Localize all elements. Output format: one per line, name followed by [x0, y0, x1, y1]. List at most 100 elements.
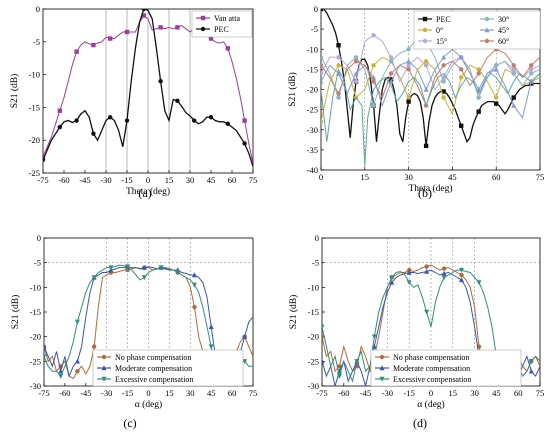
legend-marker	[422, 27, 428, 33]
data-point	[406, 67, 411, 72]
legend-entry: 60°	[498, 37, 509, 46]
data-point	[336, 91, 341, 96]
data-point	[529, 71, 534, 76]
data-point	[158, 78, 163, 84]
data-point	[494, 101, 499, 106]
data-point	[389, 275, 395, 281]
panel-a: -75 -60 -45 -30 -15 0 15 30 45 60 75 0 -5 -10 -15 -20 -2…	[9, 4, 257, 200]
data-point	[371, 32, 376, 38]
x-axis-label: Theta (deg)	[408, 183, 452, 194]
data-point	[406, 280, 412, 286]
x-tick-label: 45	[207, 175, 216, 185]
data-point	[321, 55, 324, 60]
y-tick-label: -30	[307, 125, 318, 135]
data-point	[424, 268, 430, 274]
x-tick-label: 15	[361, 172, 370, 182]
legend-box	[191, 10, 253, 38]
data-point	[108, 115, 113, 120]
data-point	[44, 343, 47, 349]
data-point	[192, 304, 197, 310]
data-point	[424, 264, 429, 269]
series-line	[43, 9, 253, 167]
legend: No phase compensation Moderate compensati…	[92, 349, 244, 387]
legend-entry: 15°	[436, 37, 447, 46]
data-point	[141, 264, 147, 270]
y-tick-label: -20	[307, 85, 318, 95]
y-tick-label: -25	[308, 356, 319, 366]
data-point	[192, 118, 197, 123]
data-point	[336, 95, 341, 100]
x-axis-label: Theta (deg)	[126, 186, 170, 197]
legend-box	[92, 349, 244, 387]
data-point	[108, 36, 113, 41]
x-tick-label: -45	[79, 175, 90, 185]
x-tick-label: 75	[536, 388, 545, 398]
y-tick-label: -20	[308, 332, 319, 342]
data-point	[423, 59, 429, 64]
x-tick-label: 30	[404, 172, 413, 182]
y-tick-label: -35	[307, 145, 318, 155]
data-point	[511, 67, 516, 72]
x-tick-label: 75	[536, 172, 545, 182]
data-point	[208, 344, 214, 350]
y-axis-label: S21 (dB)	[287, 72, 298, 107]
data-point	[371, 103, 376, 108]
y-tick-label: -25	[307, 105, 318, 115]
x-tick-label: -75	[316, 388, 327, 398]
legend: No phase compensation Moderate compensati…	[370, 349, 522, 387]
x-tick-label: 0	[429, 388, 433, 398]
data-point	[336, 63, 341, 68]
panel-d: -75 -60 -45 -30 -15 0 15 30 45 60 75 0 -5 -10 -15 -20 -2…	[288, 233, 544, 430]
panel-label: (c)	[123, 416, 136, 430]
legend-entry: Moderate compensation	[115, 364, 192, 373]
y-tick-label: 0	[37, 233, 41, 243]
series-line	[321, 67, 540, 167]
data-point	[511, 63, 516, 68]
x-tick-label: 60	[228, 388, 237, 398]
data-point	[371, 63, 376, 68]
legend-entry: No phase compensation	[393, 353, 469, 362]
x-tick-label: 30	[470, 388, 479, 398]
data-point	[125, 267, 130, 273]
legend-marker	[101, 354, 107, 360]
series-PEC	[43, 9, 253, 167]
data-point	[529, 63, 534, 68]
data-point	[458, 75, 464, 80]
data-point	[388, 59, 394, 64]
x-tick-label: -45	[360, 388, 371, 398]
data-point	[225, 46, 230, 51]
y-tick-label: -15	[308, 307, 319, 317]
x-tick-label: -60	[338, 388, 349, 398]
data-point	[91, 42, 96, 48]
data-point	[58, 373, 64, 379]
x-tick-label: -15	[121, 175, 132, 185]
data-point	[476, 109, 481, 114]
x-tick-label: -30	[101, 388, 112, 398]
data-point	[57, 108, 62, 113]
x-tick-label: 45	[492, 388, 501, 398]
data-point	[458, 67, 464, 72]
data-point	[208, 115, 214, 120]
y-axis-label: S21 (dB)	[10, 295, 21, 330]
data-point	[353, 59, 359, 64]
data-point	[91, 131, 96, 136]
data-point	[208, 36, 214, 41]
data-point	[528, 359, 534, 365]
y-tick-label: -5	[34, 258, 41, 268]
data-point	[141, 275, 147, 281]
x-tick-label: 15	[165, 175, 174, 185]
data-point	[321, 71, 324, 76]
data-point	[476, 280, 482, 286]
legend-marker	[101, 365, 107, 371]
y-tick-label: -15	[307, 64, 318, 74]
data-point	[476, 95, 481, 100]
data-point	[441, 63, 446, 68]
data-point	[423, 86, 429, 92]
data-point	[406, 269, 412, 275]
legend-marker	[379, 354, 385, 360]
legend-marker	[484, 27, 490, 33]
panel-label: (d)	[413, 416, 427, 430]
data-point	[74, 319, 80, 325]
